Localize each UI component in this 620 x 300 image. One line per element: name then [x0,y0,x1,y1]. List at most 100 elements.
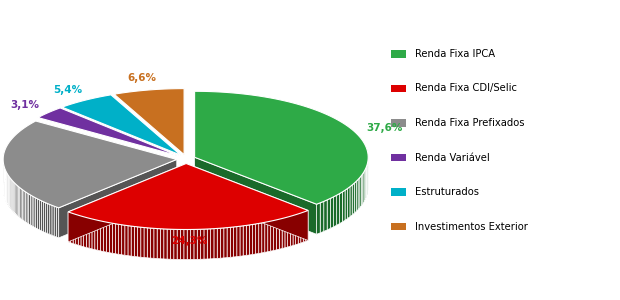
Polygon shape [303,211,306,242]
Polygon shape [92,219,95,250]
Polygon shape [62,95,181,155]
Polygon shape [296,214,298,245]
Polygon shape [214,228,217,259]
Bar [391,188,406,196]
Polygon shape [174,229,177,260]
Polygon shape [14,182,15,213]
Polygon shape [78,215,81,246]
Polygon shape [217,228,221,258]
Polygon shape [24,191,25,222]
Bar [391,50,406,58]
Polygon shape [345,188,348,220]
Bar [391,154,406,161]
Polygon shape [17,185,18,216]
Polygon shape [361,174,363,206]
Polygon shape [76,214,78,245]
Polygon shape [118,224,122,255]
Text: 6,6%: 6,6% [128,74,156,83]
Text: Estruturados: Estruturados [415,187,479,197]
Polygon shape [68,212,71,243]
Polygon shape [95,220,97,250]
Polygon shape [10,177,11,208]
Polygon shape [365,145,366,176]
Polygon shape [56,207,59,238]
Polygon shape [234,226,237,257]
Polygon shape [282,218,285,248]
Polygon shape [167,229,170,259]
Polygon shape [42,201,43,232]
Polygon shape [32,196,34,227]
Polygon shape [52,205,54,236]
Polygon shape [342,190,345,222]
Polygon shape [348,187,350,218]
Polygon shape [21,189,22,220]
Polygon shape [29,194,30,225]
Polygon shape [18,186,20,218]
Polygon shape [324,200,327,231]
Polygon shape [45,202,48,233]
Polygon shape [144,227,148,258]
Polygon shape [195,157,317,234]
Polygon shape [197,229,201,260]
Polygon shape [15,183,16,214]
Polygon shape [54,206,56,237]
Polygon shape [360,176,361,208]
Text: 37,6%: 37,6% [366,123,402,133]
Polygon shape [11,180,12,211]
Polygon shape [320,201,324,233]
Polygon shape [298,213,301,244]
Polygon shape [40,200,42,231]
Polygon shape [194,230,197,260]
Polygon shape [8,175,9,206]
Polygon shape [358,178,360,209]
Polygon shape [35,198,38,229]
Polygon shape [84,217,86,248]
Polygon shape [237,226,240,256]
Polygon shape [271,220,273,251]
Polygon shape [230,227,234,257]
Polygon shape [184,230,187,260]
Bar [391,223,406,230]
Polygon shape [252,224,255,254]
Polygon shape [227,227,230,258]
Polygon shape [12,181,14,212]
Polygon shape [27,193,29,224]
Polygon shape [327,198,330,230]
Polygon shape [195,91,368,204]
Polygon shape [109,223,112,253]
Polygon shape [81,216,84,247]
Polygon shape [201,229,204,259]
Bar [391,85,406,92]
Polygon shape [16,184,17,215]
Polygon shape [73,214,76,244]
Polygon shape [334,195,337,227]
Polygon shape [180,230,184,260]
Text: Investimentos Exterior: Investimentos Exterior [415,221,528,232]
Polygon shape [207,229,211,259]
Polygon shape [246,225,249,255]
Polygon shape [317,203,320,234]
Polygon shape [268,221,271,252]
Polygon shape [221,228,224,258]
Polygon shape [86,218,89,248]
Polygon shape [187,230,190,260]
Polygon shape [131,226,135,256]
Polygon shape [112,223,115,254]
Polygon shape [224,228,227,258]
Polygon shape [364,170,365,202]
Polygon shape [157,229,161,259]
Polygon shape [68,164,308,230]
Polygon shape [151,228,154,258]
Polygon shape [7,174,8,205]
Polygon shape [3,121,177,208]
Polygon shape [363,172,364,204]
Polygon shape [34,197,35,228]
Polygon shape [366,148,367,180]
Polygon shape [330,197,334,228]
Polygon shape [285,217,288,248]
Polygon shape [141,227,144,257]
Polygon shape [125,225,128,256]
Polygon shape [350,185,352,217]
Polygon shape [290,215,293,246]
Polygon shape [306,211,308,241]
